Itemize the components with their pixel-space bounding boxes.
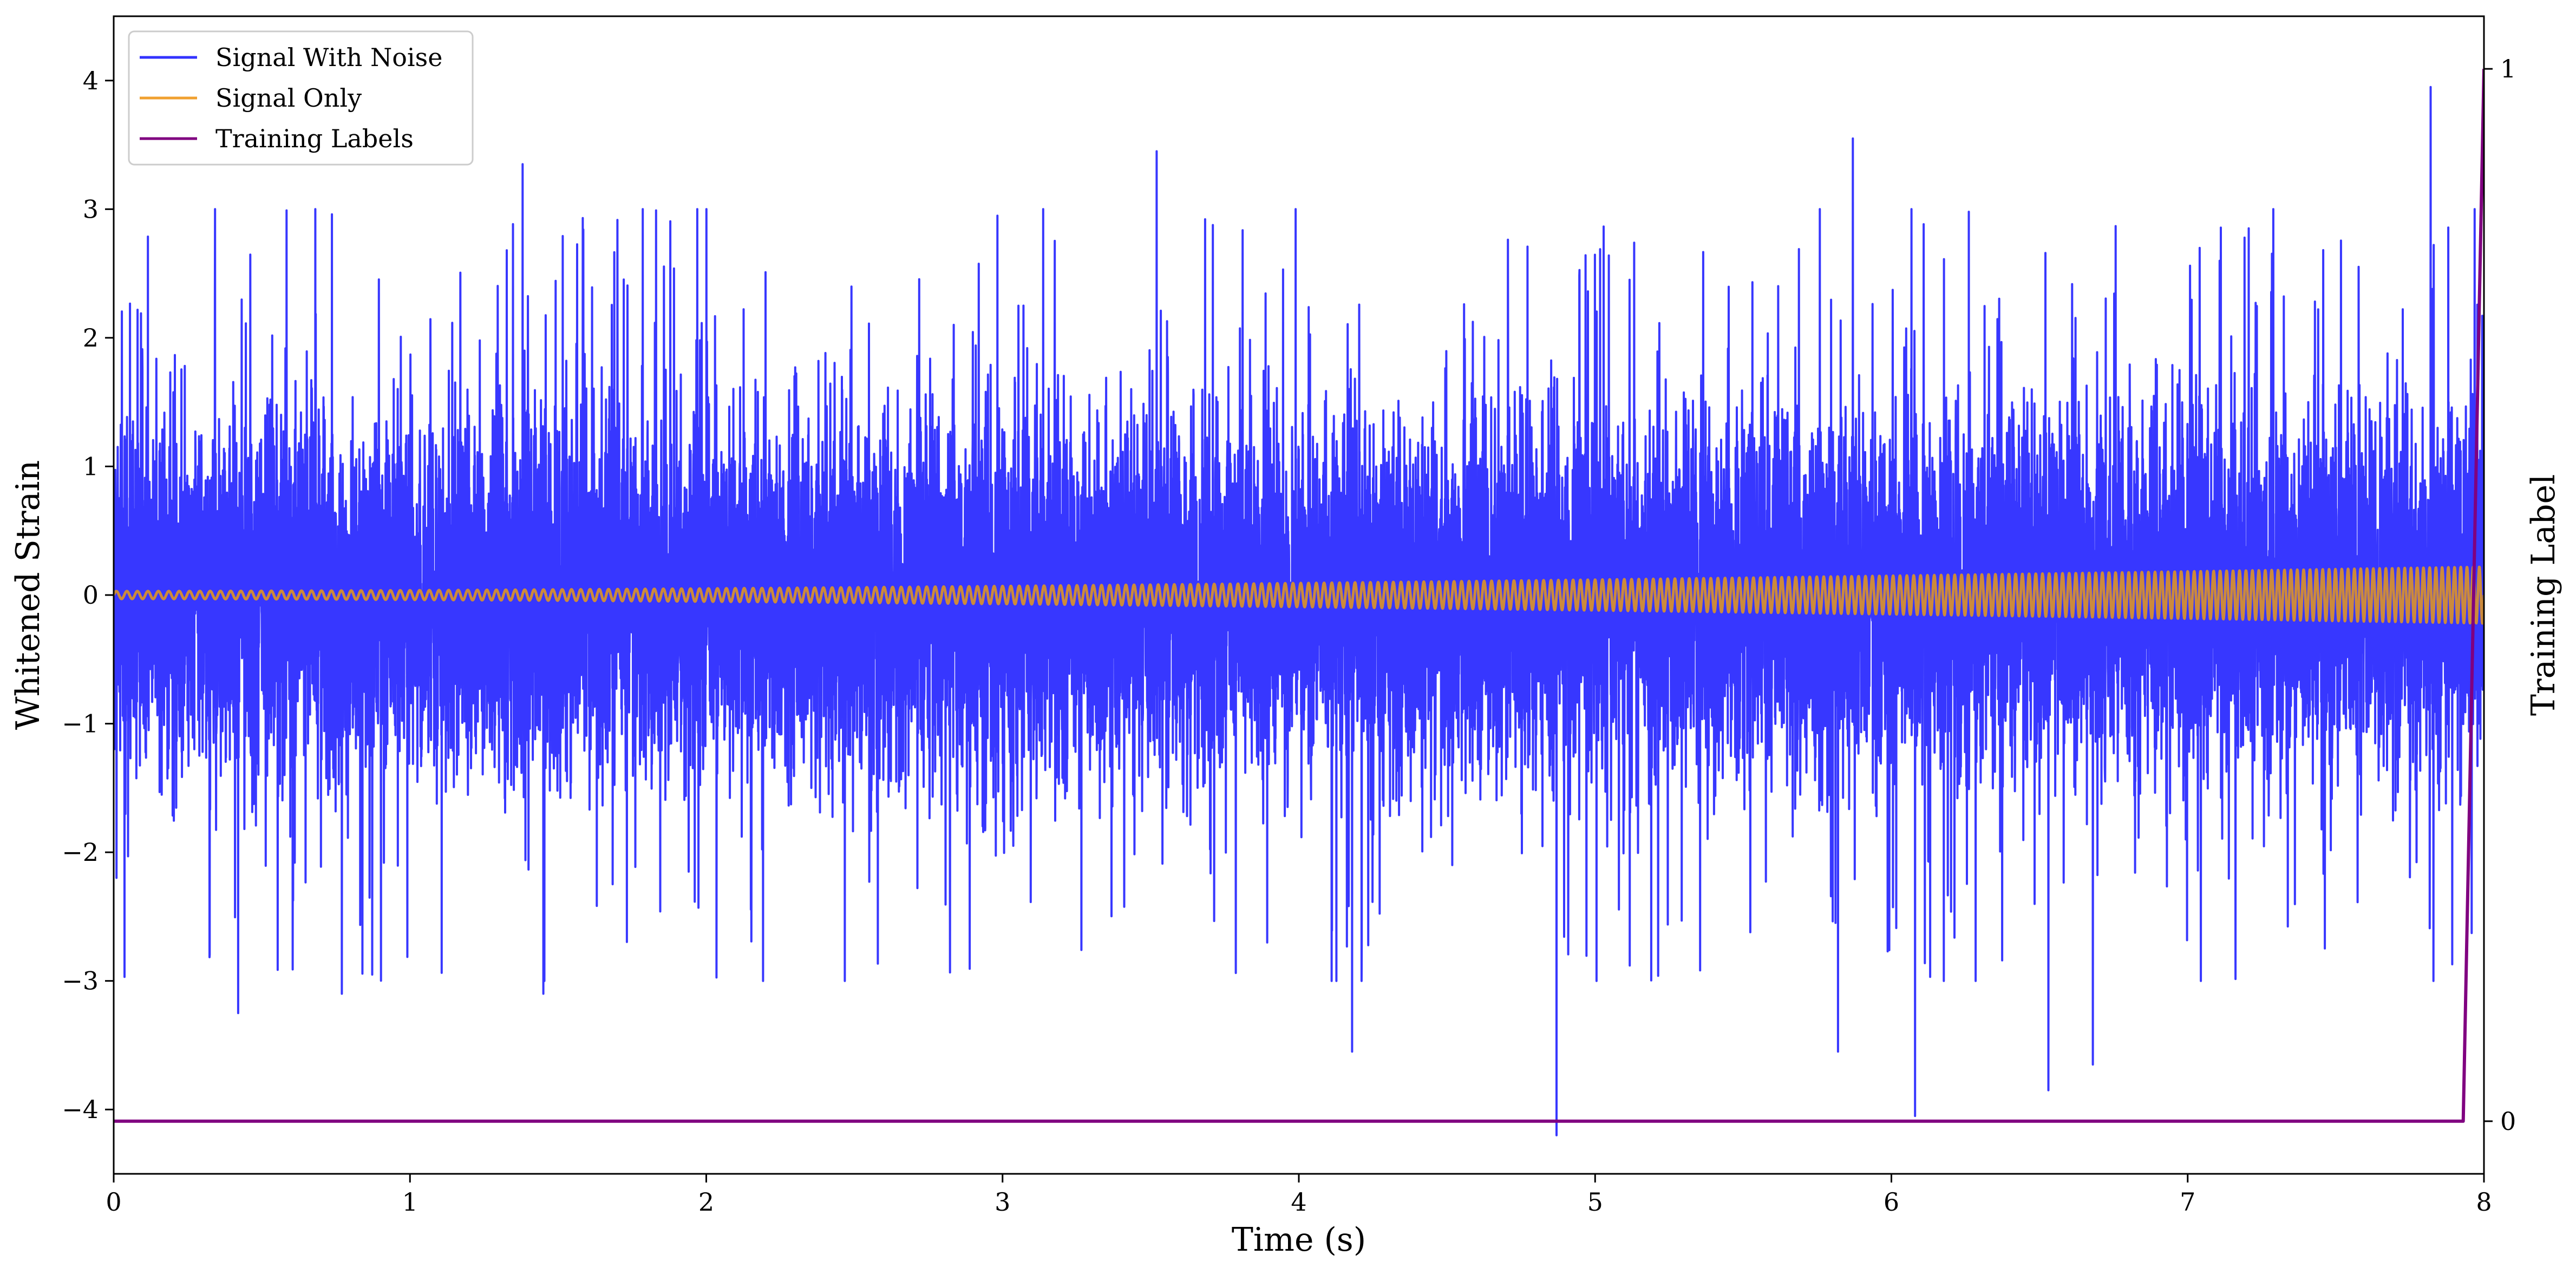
- x-tick-label: 6: [1884, 1187, 1899, 1217]
- y2-axis-label: Training Label: [2525, 474, 2562, 716]
- x-tick-label: 5: [1587, 1187, 1603, 1217]
- y-tick-label: −3: [62, 966, 99, 996]
- y-tick-label: −1: [62, 709, 99, 739]
- y-tick-label: 1: [83, 452, 99, 481]
- x-tick-label: 2: [698, 1187, 714, 1217]
- legend-label-labels: Training Labels: [215, 124, 414, 153]
- x-axis: 0 1 2 3 4 5 6 7 8: [106, 1174, 2492, 1217]
- legend: Signal With Noise Signal Only Training L…: [128, 30, 474, 166]
- y-tick-label: 2: [83, 323, 99, 352]
- y-tick-label: 3: [83, 194, 99, 224]
- series-training-labels: [114, 69, 2484, 1123]
- y2-tick-label: 0: [2500, 1107, 2516, 1136]
- series-layer: [114, 69, 2484, 1136]
- x-axis-label: Time (s): [1232, 1221, 1366, 1259]
- y-axis-label: Whitened Strain: [9, 460, 47, 730]
- y-axis-left: −4 −3 −2 −1 0 1 2 3 4: [62, 66, 114, 1124]
- x-tick-label: 8: [2476, 1187, 2492, 1217]
- y-tick-label: 4: [83, 66, 99, 95]
- x-tick-label: 0: [106, 1187, 121, 1217]
- legend-label-signal: Signal Only: [215, 83, 362, 113]
- x-tick-label: 7: [2180, 1187, 2195, 1217]
- series-signal-only: [114, 565, 2484, 625]
- y-tick-label: −4: [62, 1095, 99, 1124]
- y-tick-label: −2: [62, 838, 99, 867]
- x-tick-label: 1: [402, 1187, 418, 1217]
- x-tick-label: 3: [995, 1187, 1010, 1217]
- legend-frame: [128, 30, 474, 166]
- y2-tick-label: 1: [2500, 54, 2516, 83]
- x-tick-label: 4: [1291, 1187, 1306, 1217]
- y-axis-right: 01: [2484, 54, 2516, 1136]
- y-tick-label: 0: [83, 580, 99, 610]
- legend-label-noise: Signal With Noise: [215, 43, 442, 72]
